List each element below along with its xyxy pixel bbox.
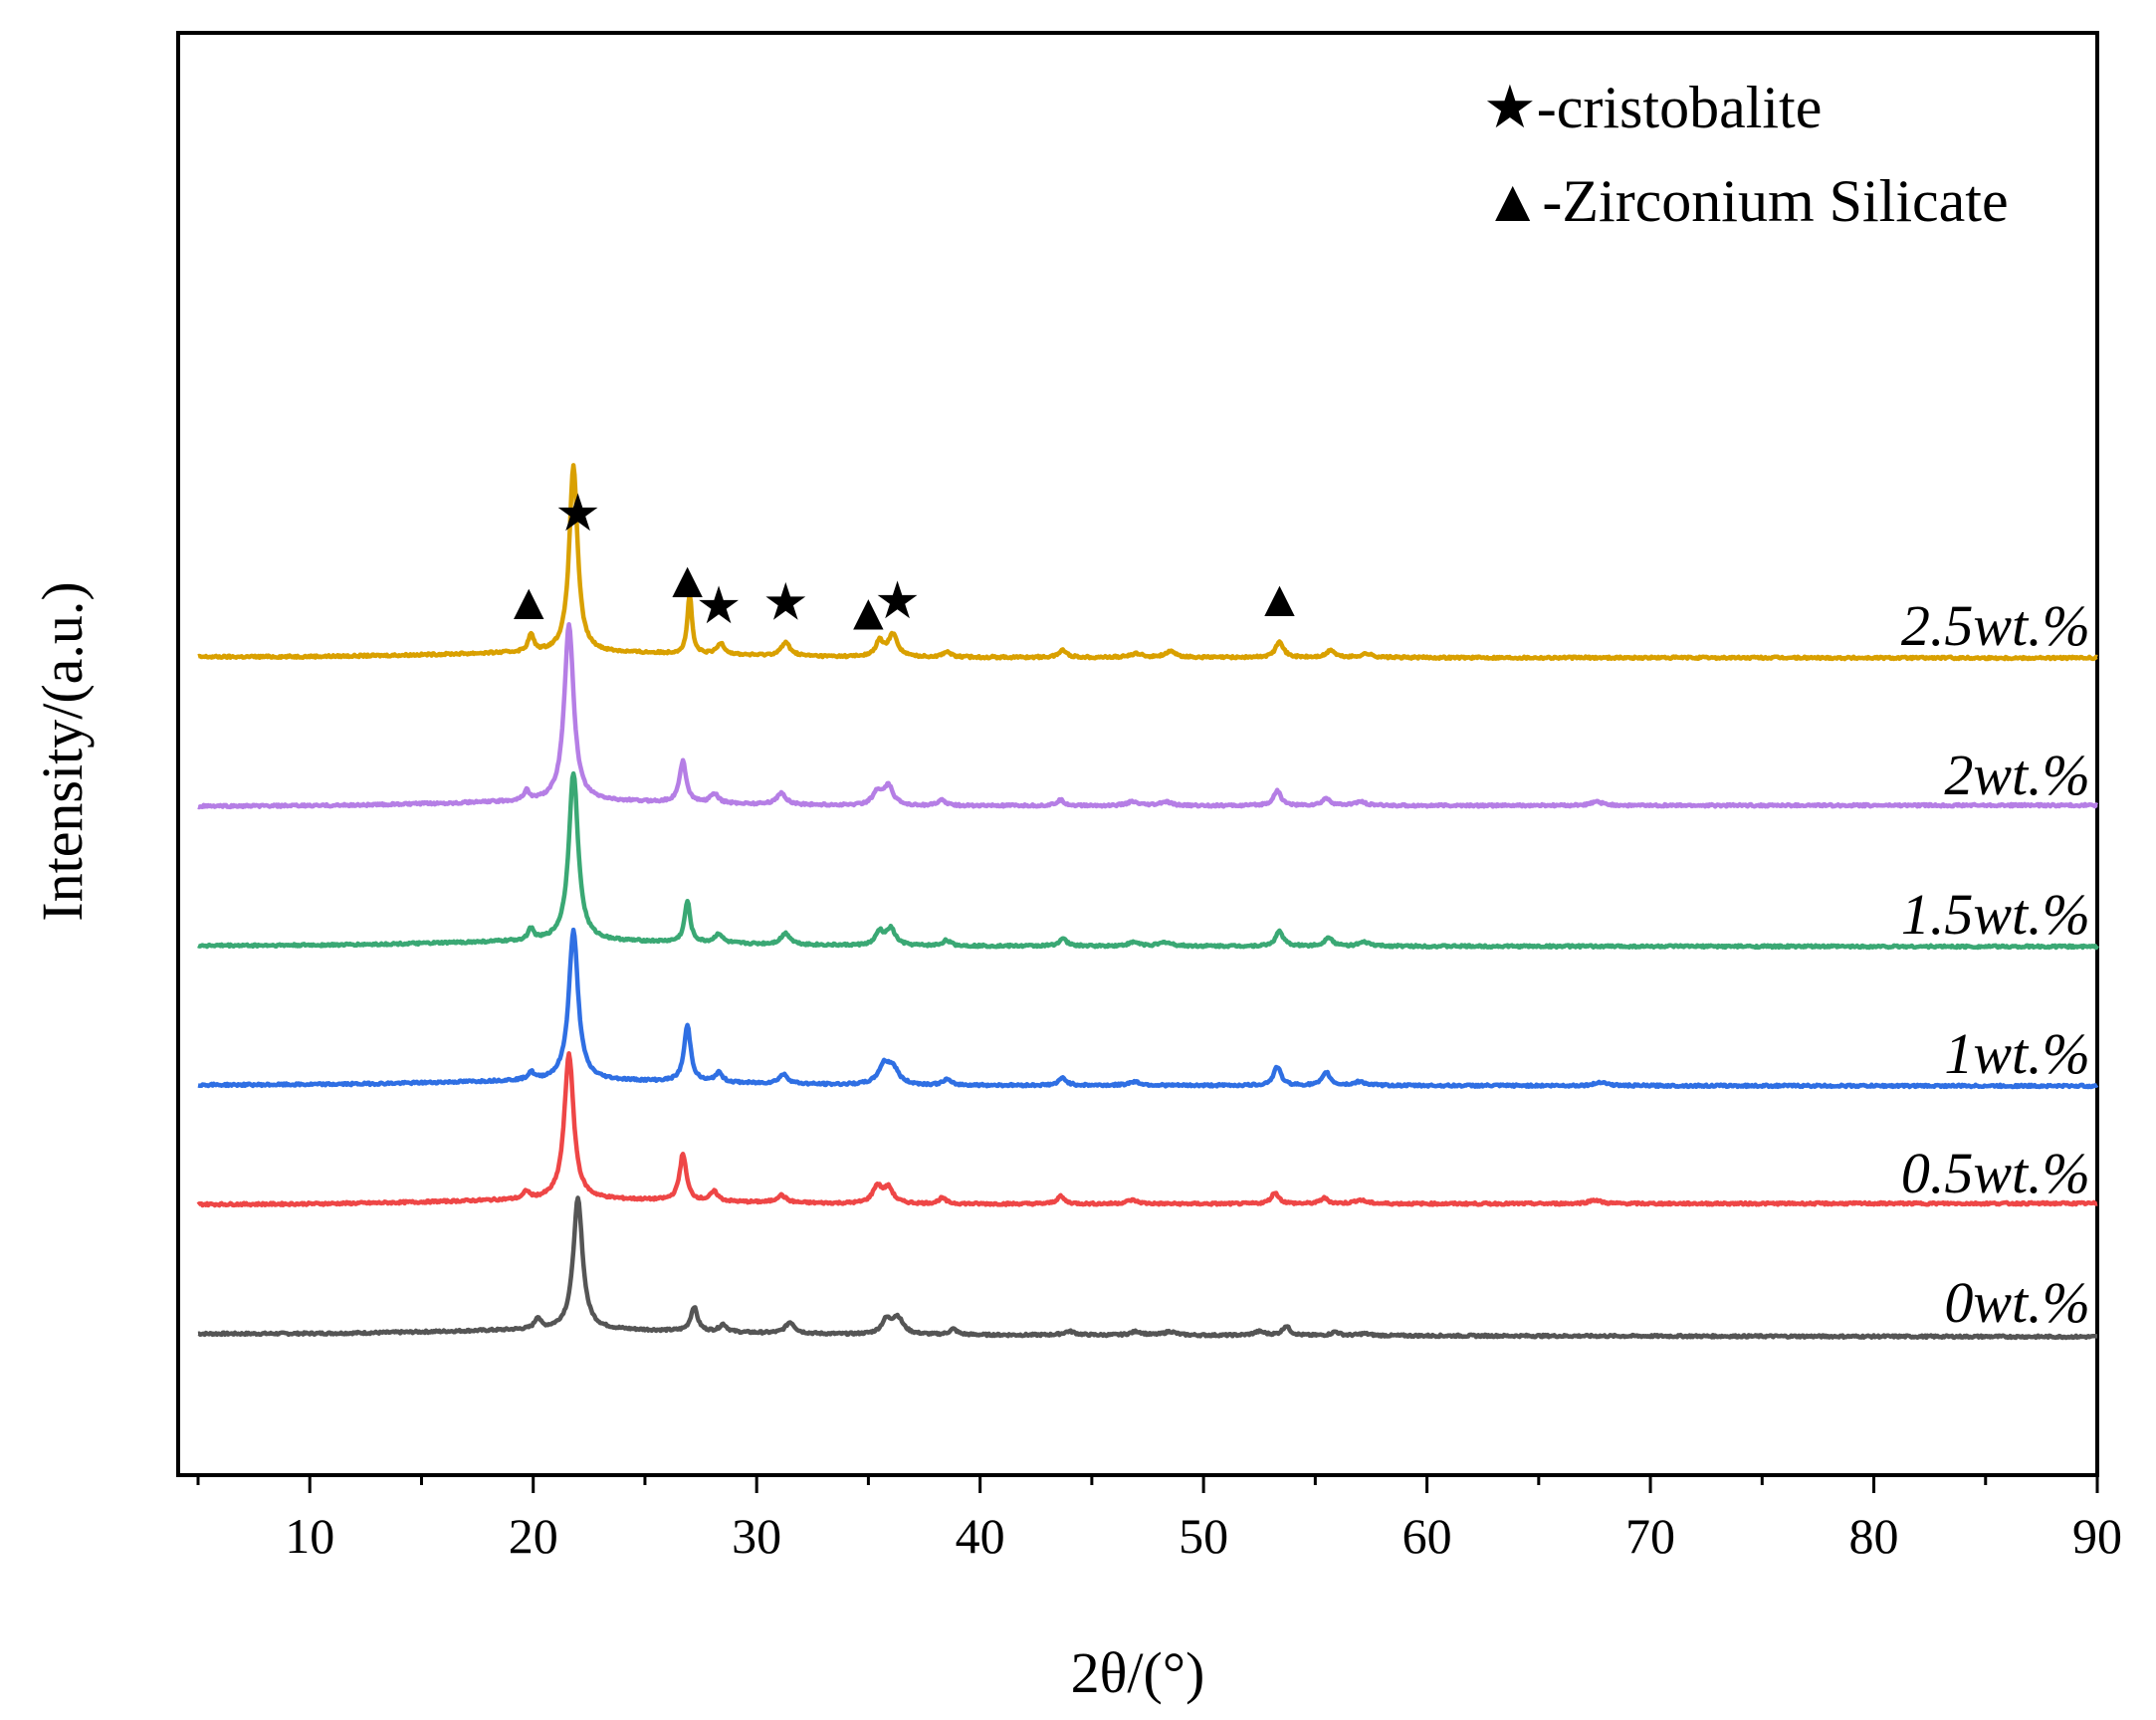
- series-label: 0.5wt.%: [1901, 1141, 2090, 1205]
- triangle-icon: ▲: [662, 552, 713, 609]
- x-axis-ticks: 10 20 30 40 50 60 70 80 90: [196, 1475, 2122, 1564]
- triangle-icon: ▲: [843, 585, 894, 642]
- x-tick-label: 90: [2072, 1508, 2122, 1564]
- star-icon: ★: [554, 486, 601, 542]
- legend: ★-cristobalite ▲-Zirconium Silicate: [1483, 75, 2009, 234]
- triangle-icon: ▲: [1483, 168, 1542, 234]
- x-axis-title: 2θ/(°): [1071, 1640, 1205, 1705]
- star-icon: ★: [696, 578, 743, 635]
- series-layer: [196, 463, 2099, 1341]
- x-tick-label: 80: [1849, 1508, 1899, 1564]
- star-icon: ★: [1483, 75, 1537, 140]
- series-labels: 0wt.% 0.5wt.% 1wt.% 1.5wt.% 2wt.% 2.5wt.%: [1901, 593, 2090, 1335]
- series-line-5: [196, 463, 2099, 662]
- series-label: 0wt.%: [1944, 1270, 2090, 1335]
- plot-frame: [176, 31, 2099, 1477]
- x-tick-label: 60: [1402, 1508, 1452, 1564]
- series-line-0: [196, 1195, 2099, 1341]
- x-tick-label: 70: [1625, 1508, 1675, 1564]
- series-line-3: [196, 770, 2099, 951]
- series-line-1: [196, 1051, 2099, 1208]
- series-label: 2.5wt.%: [1901, 593, 2090, 658]
- x-tick-label: 40: [956, 1508, 1005, 1564]
- legend-entry-zirconium-silicate: ▲-Zirconium Silicate: [1483, 168, 2009, 234]
- x-tick-label: 50: [1179, 1508, 1228, 1564]
- series-line-4: [196, 621, 2099, 810]
- series-line-2: [196, 927, 2099, 1090]
- legend-label: -Zirconium Silicate: [1542, 168, 2008, 234]
- legend-entry-cristobalite: ★-cristobalite: [1483, 75, 1822, 140]
- y-axis-title: Intensity/(a.u.): [30, 581, 95, 921]
- x-tick-label: 20: [509, 1508, 558, 1564]
- series-label: 1.5wt.%: [1901, 882, 2090, 947]
- peak-annotations: ▲★▲★ ★ ▲★ ▲: [503, 486, 1305, 642]
- x-tick-label: 10: [285, 1508, 334, 1564]
- x-tick-label: 30: [732, 1508, 781, 1564]
- star-icon: ★: [762, 575, 809, 632]
- star-icon: ★: [874, 573, 921, 630]
- triangle-icon: ▲: [503, 574, 553, 631]
- series-label: 1wt.%: [1944, 1021, 2090, 1086]
- series-label: 2wt.%: [1944, 743, 2090, 807]
- legend-label: -cristobalite: [1537, 75, 1823, 140]
- triangle-icon: ▲: [1254, 571, 1305, 628]
